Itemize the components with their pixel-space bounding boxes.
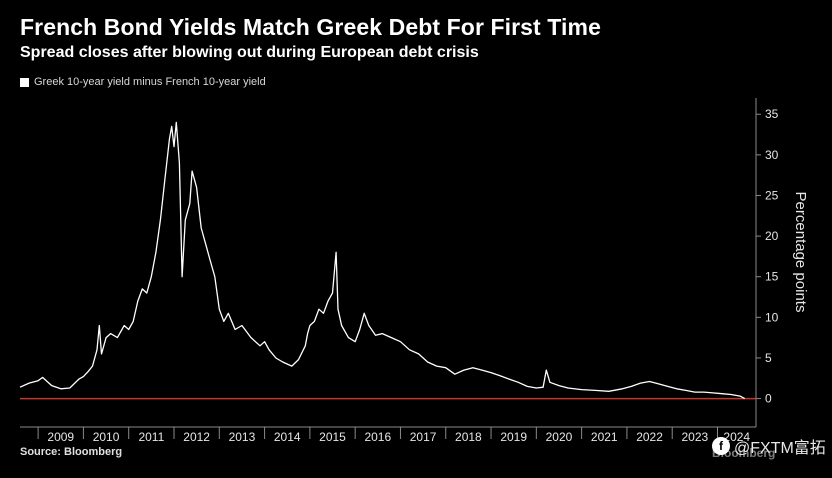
chart-subtitle: Spread closes after blowing out during E… [20,44,479,61]
x-tick-label: 2022 [636,430,663,444]
y-tick-label: 35 [765,107,779,121]
y-tick-label: 5 [765,351,772,365]
x-tick-label: 2021 [591,430,618,444]
y-tick-label: 0 [765,392,772,406]
x-tick-label: 2024 [723,430,750,444]
watermark-text: @FXTM富拓 [734,440,826,457]
x-tick-label: 2023 [682,430,709,444]
y-tick-label: 20 [765,229,779,243]
watermark: f @FXTM富拓 [712,434,826,458]
x-tick-label: 2020 [546,430,573,444]
x-tick-label: 2019 [500,430,527,444]
legend-swatch [20,77,29,87]
y-tick-label: 10 [765,310,779,324]
x-tick-label: 2016 [364,430,391,444]
x-tick-label: 2017 [410,430,437,444]
chart-title: French Bond Yields Match Greek Debt For … [20,14,601,40]
y-tick-label: 25 [765,188,779,202]
x-tick-label: 2013 [229,430,256,444]
x-tick-label: 2014 [274,430,301,444]
x-tick-label: 2010 [93,430,120,444]
wechat-icon: f [712,437,730,455]
y-tick-label: 15 [765,270,779,284]
x-tick-label: 2011 [138,430,164,444]
x-tick-label: 2015 [319,430,346,444]
x-tick-label: 2009 [47,430,74,444]
series-line-greek-french-spread [19,121,746,400]
source-note: Source: Bloomberg [20,446,123,458]
y-tick-label: 30 [765,148,779,162]
legend: Greek 10-year yield minus French 10-year… [20,76,266,88]
legend-label: Greek 10-year yield minus French 10-year… [34,76,266,88]
y-axis-title: Percentage points [792,192,809,313]
x-tick-label: 2018 [455,430,482,444]
x-tick-label: 2012 [183,430,210,444]
